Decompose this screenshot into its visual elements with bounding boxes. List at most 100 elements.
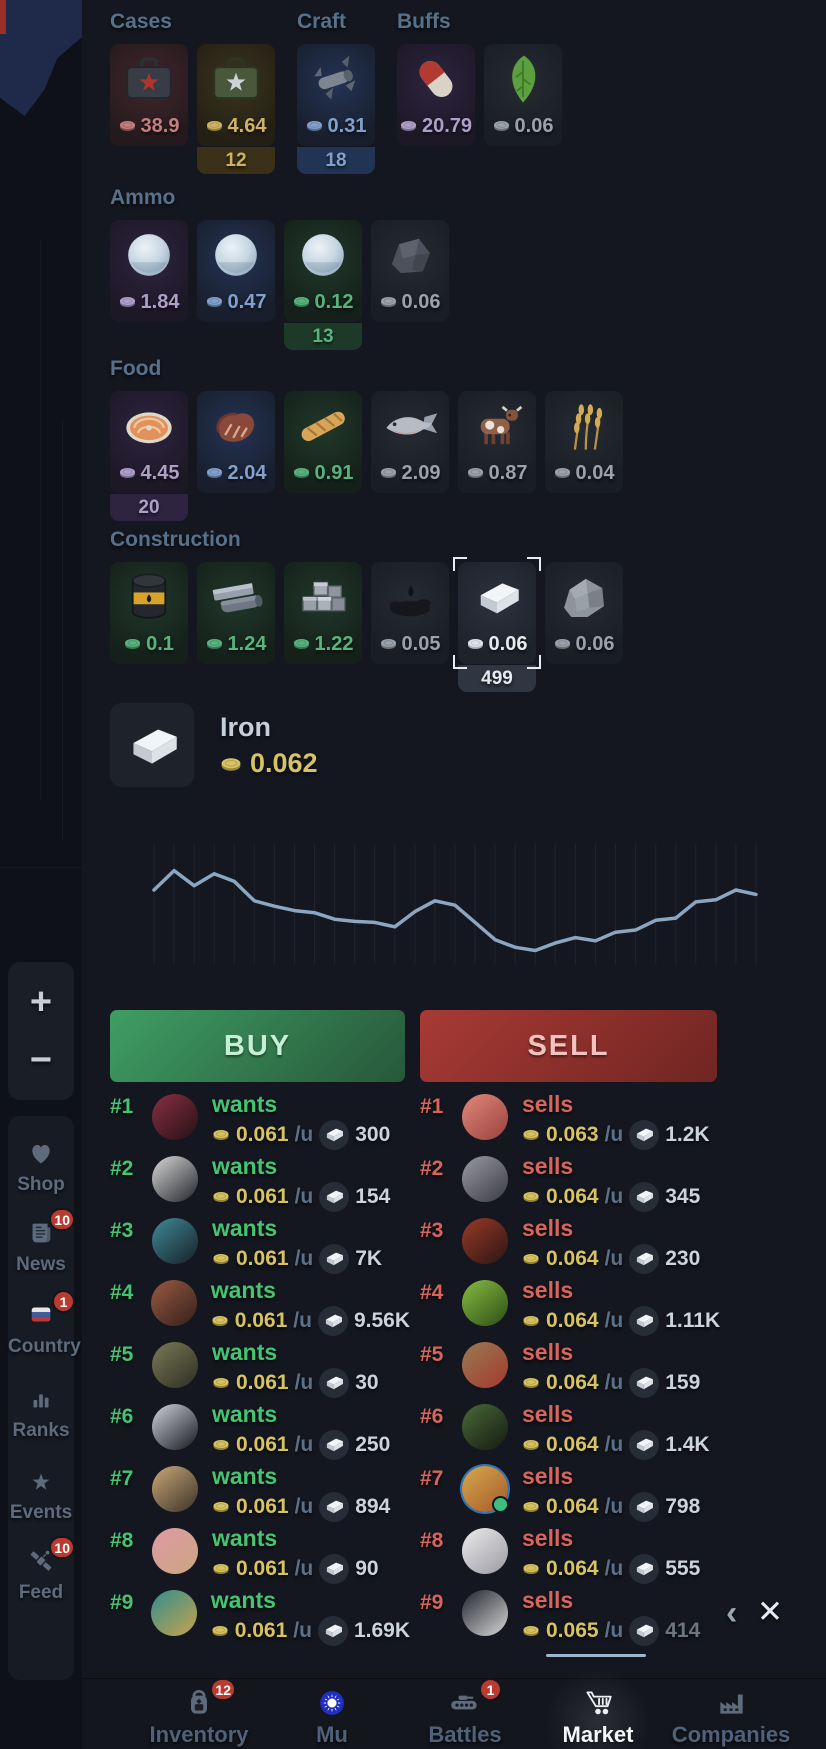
baguette-card[interactable]: 0.91 [284, 391, 362, 493]
scrap-card[interactable]: 0.31 [297, 44, 375, 146]
avatar[interactable] [462, 1528, 508, 1574]
green-case-card[interactable]: 4.64 [197, 44, 275, 146]
buy-order-row[interactable]: #7 wants 0.061/u 894 [110, 1464, 410, 1526]
avatar[interactable] [152, 1466, 198, 1512]
sell-order-row[interactable]: #3 sells 0.064/u 230 [420, 1216, 816, 1278]
order-quantity: 9.56K [353, 1309, 410, 1333]
avatar[interactable] [152, 1528, 198, 1574]
steel-card[interactable]: 1.24 [197, 562, 275, 664]
coin-icon [212, 1495, 230, 1519]
sell-order-row[interactable]: #1 sells 0.063/u 1.2K [420, 1092, 816, 1154]
snowball-card[interactable]: 1.84 [110, 220, 188, 322]
coin-icon [380, 462, 397, 485]
map-landmass [0, 0, 82, 117]
buy-button[interactable]: BUY [110, 1010, 405, 1082]
iron-ingot-card[interactable]: 0.06 [453, 557, 541, 669]
order-quantity: 1.4K [665, 1433, 710, 1457]
order-quantity: 159 [665, 1371, 701, 1395]
avatar[interactable] [462, 1404, 508, 1450]
avatar[interactable] [152, 1094, 198, 1140]
sidebar-item-news[interactable]: 10 News [8, 1208, 75, 1276]
nav-item-mu[interactable]: Mu [279, 1685, 385, 1748]
order-quantity: 300 [355, 1123, 391, 1147]
nav-item-inventory[interactable]: 12 Inventory [146, 1678, 252, 1748]
buy-order-row[interactable]: #8 wants 0.061/u 90 [110, 1526, 410, 1588]
wheat-card[interactable]: 0.04 [545, 391, 623, 493]
rock-card[interactable]: 0.06 [371, 220, 449, 322]
sell-order-row[interactable]: #8 sells 0.064/u 555 [420, 1526, 816, 1588]
avatar[interactable] [462, 1218, 508, 1264]
bricks-card[interactable]: 1.22 [284, 562, 362, 664]
stone-card[interactable]: 0.06 [545, 562, 623, 664]
avatar[interactable] [462, 1280, 508, 1326]
sidebar-item-ranks[interactable]: Ranks [8, 1384, 74, 1442]
red-case-card[interactable]: 38.9 [110, 44, 188, 146]
avatar[interactable] [150, 1590, 197, 1636]
factory-icon [714, 1685, 748, 1721]
close-icon[interactable]: ✕ [757, 1594, 783, 1629]
collapse-chevron-icon[interactable]: ‹ [726, 1594, 738, 1632]
item-price: 0.91 [314, 462, 354, 484]
sell-order-row[interactable]: #9 sells 0.065/u 414 [420, 1588, 816, 1650]
iron-ingot-icon [319, 1554, 350, 1585]
buy-order-row[interactable]: #6 wants 0.061/u 250 [110, 1402, 410, 1464]
order-action: wants [212, 1463, 278, 1489]
snowball-card[interactable]: 0.47 [197, 220, 275, 322]
order-quantity: 555 [665, 1557, 701, 1581]
buy-order-row[interactable]: #1 wants 0.061/u 300 [110, 1092, 410, 1154]
buy-order-row[interactable]: #5 wants 0.061/u 30 [110, 1340, 410, 1402]
avatar[interactable] [152, 1156, 198, 1202]
avatar[interactable] [462, 1342, 508, 1388]
leaf-card[interactable]: 0.06 [484, 44, 562, 146]
sell-order-row[interactable]: #6 sells 0.064/u 1.4K [420, 1402, 816, 1464]
buy-order-row[interactable]: #9 wants 0.061/u 1.69K [110, 1588, 410, 1650]
order-rank: #6 [420, 1405, 444, 1428]
sidebar-item-feed[interactable]: 10 Feed [8, 1536, 75, 1604]
sell-button[interactable]: SELL [420, 1010, 717, 1082]
sell-order-row[interactable]: #5 sells 0.064/u 159 [420, 1340, 816, 1402]
item-price: 0.06 [575, 633, 615, 655]
cow-card[interactable]: 0.87 [458, 391, 536, 493]
sidebar-item-country[interactable]: 1 Country [8, 1290, 81, 1358]
fish-icon [381, 397, 439, 460]
avatar[interactable] [462, 1094, 508, 1140]
avatar[interactable] [152, 1218, 198, 1264]
avatar[interactable] [462, 1156, 508, 1202]
steel-icon [207, 568, 265, 631]
zoom-out-button[interactable]: − [29, 1039, 53, 1082]
order-quantity: 1.2K [665, 1123, 710, 1147]
steak-card[interactable]: 2.04 [197, 391, 275, 493]
nav-item-battles[interactable]: 1 Battles [412, 1678, 518, 1748]
avatar[interactable] [150, 1280, 197, 1326]
oil-spill-card[interactable]: 0.05 [371, 562, 449, 664]
zoom-in-button[interactable]: + [29, 980, 53, 1023]
sell-order-row[interactable]: #2 sells 0.064/u 345 [420, 1154, 816, 1216]
order-price: 0.061 [236, 1247, 289, 1271]
sell-order-row[interactable]: #4 sells 0.064/u 1.11K [420, 1278, 816, 1340]
order-price: 0.061 [236, 1371, 289, 1395]
pill-card[interactable]: 20.79 [397, 44, 475, 146]
sell-order-row[interactable]: #7 sells 0.064/u 798 [420, 1464, 816, 1526]
item-price: 2.09 [401, 462, 441, 484]
buy-order-row[interactable]: #4 wants 0.061/u 9.56K [110, 1278, 410, 1340]
avatar[interactable] [462, 1466, 509, 1513]
avatar[interactable] [462, 1590, 508, 1636]
snowball-icon [120, 226, 178, 289]
sidebar-item-shop[interactable]: Shop [8, 1138, 74, 1196]
stone-icon [555, 568, 613, 631]
avatar[interactable] [152, 1404, 198, 1450]
fish-card[interactable]: 2.09 [371, 391, 449, 493]
oil-barrel-card[interactable]: 0.1 [110, 562, 188, 664]
order-rank: #5 [110, 1343, 134, 1366]
quantity-badge: 20 [110, 494, 188, 521]
buy-order-row[interactable]: #3 wants 0.061/u 7K [110, 1216, 410, 1278]
nav-item-market[interactable]: Market [545, 1685, 651, 1748]
buy-order-row[interactable]: #2 wants 0.061/u 154 [110, 1154, 410, 1216]
sidebar-item-events[interactable]: Events [8, 1466, 74, 1524]
category-label: Construction [110, 528, 241, 551]
avatar[interactable] [152, 1342, 198, 1388]
nav-item-companies[interactable]: Companies [672, 1685, 790, 1748]
snowball-card[interactable]: 0.12 [284, 220, 362, 322]
salmon-steak-card[interactable]: 4.45 [110, 391, 188, 493]
nav-item-label: Battles [428, 1722, 502, 1747]
